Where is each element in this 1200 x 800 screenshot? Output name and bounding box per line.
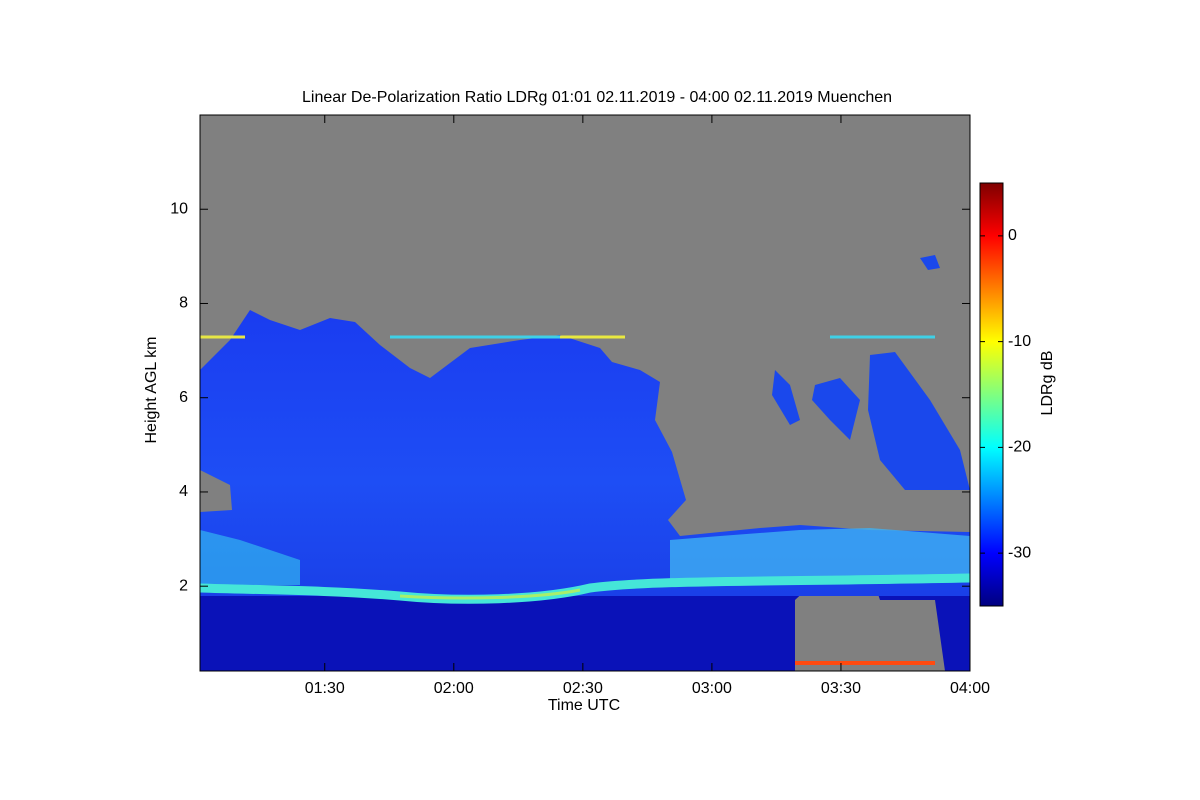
plot-frame [199,114,971,672]
chart-title: Linear De-Polarization Ratio LDRg 01:01 … [302,89,892,106]
colorbar [979,182,1004,607]
x-tick-label: 02:30 [563,680,603,697]
y-axis-label: Height AGL km [143,336,160,443]
x-tick-label: 02:00 [434,680,474,697]
y-tick-label: 6 [179,389,188,406]
x-axis-label: Time UTC [548,697,620,714]
y-tick-label: 10 [170,200,188,217]
colorbar-tick-label: 0 [1008,227,1017,244]
y-tick-label: 4 [179,483,188,500]
x-tick-label: 03:30 [821,680,861,697]
x-tick-label: 01:30 [305,680,345,697]
colorbar-tick-label: -30 [1008,544,1031,561]
colorbar-tick-label: -10 [1008,333,1031,350]
y-tick-label: 2 [179,577,188,594]
colorbar-label: LDRg dB [1039,351,1056,416]
x-tick-label: 04:00 [950,680,990,697]
colorbar-tick-label: -20 [1008,439,1031,456]
y-tick-label: 8 [179,295,188,312]
x-tick-label: 03:00 [692,680,732,697]
heatmap [200,115,970,671]
